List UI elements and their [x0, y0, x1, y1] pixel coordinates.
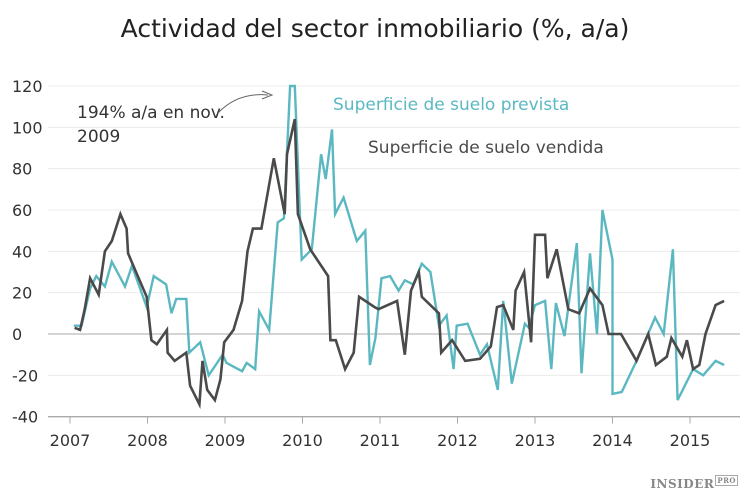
legend-label-prevista: Superficie de suelo prevista: [333, 95, 569, 115]
x-tick-label: 2014: [592, 431, 633, 450]
x-tick-label: 2011: [360, 431, 401, 450]
x-tick-label: 2009: [205, 431, 246, 450]
x-tick-label: 2007: [50, 431, 91, 450]
logo-badge: PRO: [715, 475, 738, 486]
x-tick-label: 2013: [515, 431, 556, 450]
x-tick-label: 2012: [437, 431, 478, 450]
x-tick-label: 2010: [282, 431, 323, 450]
x-tick-label: 2008: [127, 431, 168, 450]
annotation-line-1: 194% a/a en nov.: [77, 103, 225, 123]
y-tick-label: 0: [12, 325, 22, 344]
y-tick-label: 40: [12, 242, 32, 261]
annotation-arrow: [217, 94, 269, 114]
series-line-vendida: [74, 118, 725, 410]
insider-pro-logo: INSIDER PRO: [650, 475, 738, 491]
y-tick-label: 100: [12, 118, 43, 137]
y-tick-label: 80: [12, 160, 32, 179]
y-tick-label: 120: [12, 77, 43, 96]
y-tick-label: -40: [12, 408, 38, 427]
x-tick-label: 2015: [670, 431, 711, 450]
legend-label-vendida: Superficie de suelo vendida: [368, 138, 604, 158]
y-tick-label: -20: [12, 366, 38, 385]
chart-title: Actividad del sector inmobiliario (%, a/…: [120, 14, 630, 43]
arrowhead-icon: [261, 90, 274, 100]
logo-text: INSIDER: [650, 477, 715, 491]
y-tick-label: 60: [12, 201, 32, 220]
y-tick-label: 20: [12, 284, 32, 303]
series-line-prevista: [73, 84, 725, 401]
annotation-line-2: 2009: [77, 127, 120, 147]
